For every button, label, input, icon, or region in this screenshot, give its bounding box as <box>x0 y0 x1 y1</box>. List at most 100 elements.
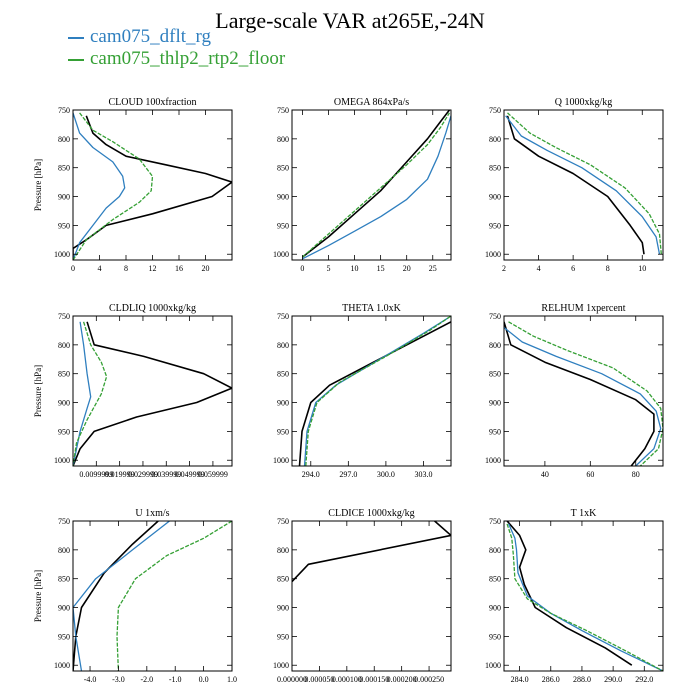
y-tick-label: 950 <box>489 427 501 436</box>
series-line-cam075_dflt_rg <box>504 326 662 466</box>
series-line-cam075_thlp2_rtp2_floor <box>506 523 663 671</box>
legend-swatch-dflt-rg <box>68 36 84 39</box>
y-tick-label: 1000 <box>273 250 289 259</box>
x-tick-label: 6 <box>571 264 575 273</box>
x-tick-label: 8 <box>124 264 128 273</box>
x-tick-label: 4 <box>98 264 102 273</box>
y-tick-label: 1000 <box>273 456 289 465</box>
series-line-cam075_dflt_rg <box>73 521 170 671</box>
panel-title: T 1xK <box>571 508 597 519</box>
y-tick-label: 800 <box>58 341 70 350</box>
series-line-control <box>73 521 159 671</box>
x-tick-label: 0.049999 <box>175 470 205 479</box>
y-axis-label: Pressure [hPa] <box>33 570 43 622</box>
x-tick-label: 15 <box>377 264 385 273</box>
y-tick-label: 950 <box>489 632 501 641</box>
y-tick-label: 900 <box>277 604 289 613</box>
y-tick-label: 850 <box>277 370 289 379</box>
x-tick-label: 12 <box>149 264 157 273</box>
x-tick-label: 20 <box>202 264 210 273</box>
x-tick-label: 297.0 <box>339 470 357 479</box>
panel-2: 0 5 10 15 20 25 750 800 850 900 950 1000 OMEGA 864xP… <box>273 97 452 273</box>
y-tick-label: 800 <box>58 135 70 144</box>
y-tick-label: 900 <box>489 399 501 408</box>
y-tick-label: 800 <box>489 341 501 350</box>
y-tick-label: 850 <box>489 370 501 379</box>
panel-8: 0.0000000.0000500.0001000.0001500.000200… <box>273 508 452 684</box>
x-tick-label: 0.000100 <box>332 675 362 684</box>
panel-title: CLDLIQ 1000xkg/kg <box>109 303 196 314</box>
y-tick-label: 850 <box>58 164 70 173</box>
y-tick-label: 750 <box>277 517 289 526</box>
y-tick-label: 850 <box>58 370 70 379</box>
y-tick-label: 1000 <box>273 661 289 670</box>
plot-frame <box>72 109 233 261</box>
y-tick-label: 750 <box>489 106 501 115</box>
panel-title: CLOUD 100xfraction <box>108 97 196 108</box>
panel-title: RELHUM 1xpercent <box>541 303 625 314</box>
x-tick-label: -2.0 <box>140 675 153 684</box>
figure-title: Large-scale VAR at265E,-24N <box>215 8 485 33</box>
plot-frame <box>72 520 233 672</box>
panel-9: 284.0 286.0 288.0 290.0 292.0 750 800 850 900 950… <box>485 508 664 684</box>
y-tick-label: 750 <box>58 106 70 115</box>
x-tick-label: 284.0 <box>511 675 529 684</box>
y-tick-label: 850 <box>489 575 501 584</box>
series-line-cam075_thlp2_rtp2_floor <box>73 321 108 466</box>
y-tick-label: 950 <box>58 632 70 641</box>
y-tick-label: 900 <box>277 399 289 408</box>
series-line-control <box>504 321 655 466</box>
y-tick-label: 750 <box>277 106 289 115</box>
y-tick-label: 950 <box>277 427 289 436</box>
x-tick-label: 286.0 <box>542 675 560 684</box>
x-tick-label: 303.0 <box>414 470 432 479</box>
legend-swatch-thlp2-rtp2-floor <box>68 58 84 61</box>
y-axis-label: Pressure [hPa] <box>33 159 43 211</box>
y-tick-label: 800 <box>277 341 289 350</box>
x-tick-label: 0.029999 <box>128 470 158 479</box>
panel-title: OMEGA 864xPa/s <box>334 97 409 108</box>
y-tick-label: 850 <box>489 164 501 173</box>
y-tick-label: 750 <box>489 517 501 526</box>
series-line-cam075_dflt_rg <box>73 112 126 260</box>
x-tick-label: 10 <box>638 264 646 273</box>
legend-entry-dflt-rg: cam075_dflt_rg <box>68 26 211 48</box>
legend-entry-thlp2-rtp2-floor: cam075_thlp2_rtp2_floor <box>68 48 285 70</box>
y-tick-label: 900 <box>489 193 501 202</box>
x-tick-label: 2 <box>502 264 506 273</box>
x-tick-label: 0 <box>300 264 304 273</box>
x-tick-label: 0.000200 <box>387 675 417 684</box>
series-line-cam075_thlp2_rtp2_floor <box>305 316 451 466</box>
y-tick-label: 1000 <box>54 456 70 465</box>
x-tick-label: 0.000000 <box>277 675 307 684</box>
panel-title: U 1xm/s <box>135 508 169 519</box>
series-line-control <box>506 521 633 666</box>
y-tick-label: 1000 <box>485 661 501 670</box>
x-tick-label: -4.0 <box>84 675 97 684</box>
y-axis-label: Pressure [hPa] <box>33 365 43 417</box>
x-tick-label: 1.0 <box>227 675 237 684</box>
panel-6: 40 60 80 750 800 850 900 950 1000 RELHUM 1xpercen… <box>485 303 664 479</box>
series-line-cam075_thlp2_rtp2_floor <box>116 521 232 671</box>
x-tick-label: 292.0 <box>635 675 653 684</box>
plot-frame <box>291 520 452 672</box>
series-line-cam075_thlp2_rtp2_floor <box>73 112 154 260</box>
y-tick-label: 900 <box>489 604 501 613</box>
series-line-cam075_dflt_rg <box>508 523 663 671</box>
y-tick-label: 800 <box>277 135 289 144</box>
panel-1: 0 4 8 12 16 20 750 800 850 900 950 1000 CLOUD 100xfr… <box>33 97 233 273</box>
series-line-cam075_thlp2_rtp2_floor <box>507 112 662 255</box>
y-tick-label: 1000 <box>485 250 501 259</box>
x-tick-label: 40 <box>541 470 549 479</box>
x-tick-label: 0.000150 <box>359 675 389 684</box>
series-line-control <box>506 115 645 255</box>
y-tick-label: 1000 <box>485 456 501 465</box>
x-tick-label: 0.019999 <box>105 470 135 479</box>
plot-frame <box>291 109 452 261</box>
series-line-cam075_dflt_rg <box>505 115 661 255</box>
x-tick-label: -1.0 <box>169 675 182 684</box>
x-tick-label: 0.0099999 <box>79 470 113 479</box>
y-tick-label: 750 <box>58 312 70 321</box>
x-tick-label: 300.0 <box>377 470 395 479</box>
plot-frame <box>291 315 452 467</box>
